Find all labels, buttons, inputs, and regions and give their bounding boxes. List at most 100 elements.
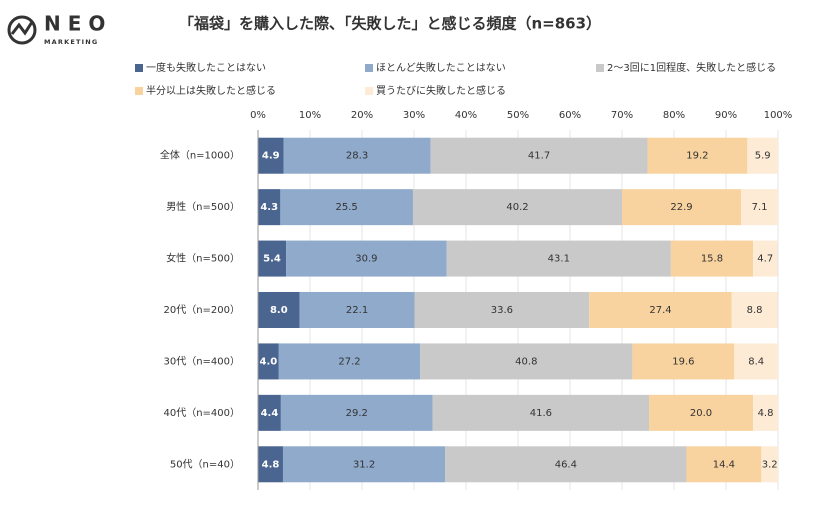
data-label: 4.8 <box>262 459 280 470</box>
bar-segment <box>670 240 754 277</box>
data-label: 41.7 <box>528 151 550 162</box>
data-label: 4.0 <box>260 356 278 367</box>
data-label: 20.0 <box>690 408 712 419</box>
logo-icon <box>7 15 37 45</box>
bar-segment <box>299 292 415 328</box>
data-label: 40.8 <box>515 356 537 367</box>
logo-tagline: MARKETING <box>44 38 98 46</box>
legend-swatch <box>596 64 604 72</box>
data-label: 5.9 <box>755 151 771 162</box>
bar-segment <box>280 394 433 431</box>
logo: NEO MARKETING <box>7 12 112 46</box>
x-tick-label: 100% <box>764 110 793 121</box>
bar-segment <box>258 240 287 277</box>
bar-segment <box>589 292 732 328</box>
bar-segment <box>280 189 413 226</box>
x-tick-label: 60% <box>559 110 581 121</box>
bar-segment <box>649 394 754 431</box>
data-label: 7.1 <box>752 202 768 213</box>
bar-segment <box>420 343 633 380</box>
data-label: 22.9 <box>670 202 692 213</box>
data-label: 4.8 <box>758 408 774 419</box>
chart-title: 「福袋」を購入した際、「失敗した」と感じる頻度（n=863） <box>179 15 601 33</box>
bar-segment <box>632 343 735 380</box>
bar-segment <box>414 292 590 328</box>
data-label: 33.6 <box>491 305 513 316</box>
legend-label: 2～3回に1回程度、失敗したと感じる <box>607 61 776 74</box>
legend-label: 買うたびに失敗したと感じる <box>376 84 506 97</box>
bar-segment <box>647 137 748 174</box>
data-label: 8.0 <box>270 305 288 316</box>
bar-segment <box>686 446 762 483</box>
x-tick-label: 10% <box>299 110 321 121</box>
legend-label: ほとんど失敗したことはない <box>376 61 506 74</box>
category-label: 全体（n=1000） <box>160 149 240 162</box>
category-label: 50代（n=40） <box>170 458 240 470</box>
category-label: 40代（n=400） <box>163 407 240 419</box>
bar-segment <box>761 446 778 483</box>
data-label: 5.4 <box>263 254 281 265</box>
bar-segment <box>258 189 281 226</box>
x-tick-label: 90% <box>715 110 737 121</box>
data-label: 28.3 <box>346 151 368 162</box>
data-label: 29.2 <box>346 408 368 419</box>
logo-icon-mark <box>10 21 34 36</box>
data-label: 27.2 <box>338 356 360 367</box>
data-label: 4.9 <box>262 151 280 162</box>
x-tick-label: 40% <box>455 110 477 121</box>
data-label: 27.4 <box>649 305 671 316</box>
data-label: 14.4 <box>713 459 735 470</box>
x-tick-label: 70% <box>611 110 633 121</box>
legend-swatch <box>135 64 143 72</box>
category-label: 女性（n=500） <box>166 252 240 265</box>
data-label: 8.4 <box>748 356 764 367</box>
bar-segment <box>258 292 300 328</box>
data-label: 3.2 <box>762 459 778 470</box>
bar-segment <box>753 240 778 277</box>
x-tick-label: 0% <box>250 110 266 121</box>
category-label: 20代（n=200） <box>163 304 240 316</box>
data-label: 4.3 <box>260 202 278 213</box>
legend-swatch <box>135 87 143 95</box>
data-label: 46.4 <box>555 459 577 470</box>
data-label: 19.2 <box>686 151 708 162</box>
bar-segment <box>258 394 281 431</box>
legend-swatch <box>365 64 373 72</box>
bar-segment <box>412 189 622 226</box>
x-tick-label: 20% <box>351 110 373 121</box>
x-tick-label: 50% <box>507 110 529 121</box>
x-tick-label: 30% <box>403 110 425 121</box>
data-label: 22.1 <box>346 305 368 316</box>
bar-segment <box>446 240 671 277</box>
data-label: 15.8 <box>701 254 723 265</box>
bar-segment <box>286 240 447 277</box>
bar-segment <box>278 343 421 380</box>
legend-swatch <box>365 87 373 95</box>
data-label: 31.2 <box>353 459 375 470</box>
bar-segment <box>731 292 778 328</box>
bar-segment <box>747 137 778 174</box>
data-label: 25.5 <box>336 202 358 213</box>
data-label: 40.2 <box>506 202 528 213</box>
data-label: 4.4 <box>261 408 279 419</box>
bar-segment <box>430 137 648 174</box>
category-label: 30代（n=400） <box>163 355 240 367</box>
data-label: 4.7 <box>757 254 773 265</box>
bar-segment <box>283 137 431 174</box>
x-tick-label: 80% <box>663 110 685 121</box>
bar-segment <box>258 343 279 380</box>
category-label: 男性（n=500） <box>166 200 240 213</box>
legend-label: 半分以上は失敗したと感じる <box>146 84 276 97</box>
bar-segment <box>258 137 284 174</box>
bar-segment <box>282 446 446 483</box>
data-label: 43.1 <box>548 254 570 265</box>
bar-segment <box>753 394 778 431</box>
bar-segment <box>734 343 778 380</box>
data-label: 8.8 <box>747 305 763 316</box>
logo-name: NEO <box>44 12 112 36</box>
data-label: 19.6 <box>672 356 694 367</box>
bar-segment <box>432 394 650 431</box>
bar-segment <box>622 189 742 226</box>
data-label: 41.6 <box>530 408 552 419</box>
